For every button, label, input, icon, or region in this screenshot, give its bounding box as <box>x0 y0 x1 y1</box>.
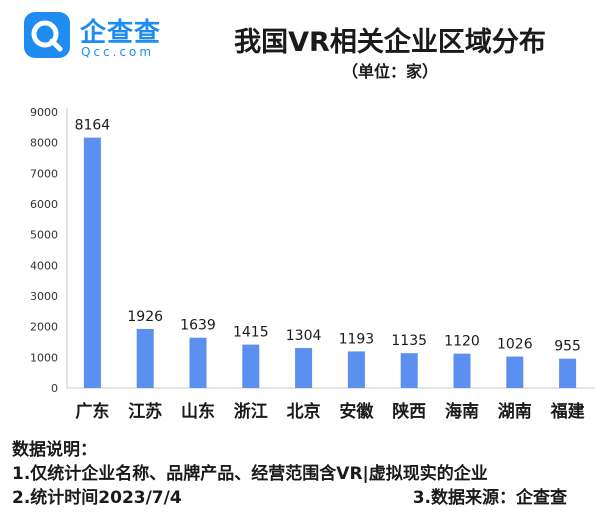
x-tick-label: 江苏 <box>128 401 162 422</box>
x-tick-label: 福建 <box>550 401 585 422</box>
y-tick-label: 8000 <box>30 137 58 150</box>
bar <box>295 348 313 388</box>
bar <box>83 137 101 388</box>
bar <box>347 351 365 388</box>
chart-title: 我国VR相关企业区域分布 <box>234 27 546 58</box>
bar <box>242 344 260 388</box>
notes-line-3: 3.数据来源：企查查 <box>412 488 567 508</box>
x-tick-label: 陕西 <box>392 401 426 422</box>
notes-line-1: 1.仅统计企业名称、品牌产品、经营范围含VR|虚拟现实的企业 <box>12 464 488 484</box>
y-tick-label: 4000 <box>30 259 58 272</box>
x-tick-label: 山东 <box>181 401 215 422</box>
data-label: 955 <box>554 339 581 355</box>
bar <box>136 328 154 388</box>
bar <box>453 353 471 388</box>
data-label: 1304 <box>286 328 322 344</box>
bar-chart: 0 1000 2000 3000 4000 5000 6000 7000 8000 9000 816… <box>30 106 595 422</box>
logo-domain: Qcc.com <box>81 45 155 59</box>
notes-heading: 数据说明： <box>12 440 97 460</box>
logo-name: 企查查 <box>80 18 162 48</box>
data-label: 1193 <box>339 331 375 347</box>
chart-subtitle: （单位：家） <box>341 62 438 81</box>
data-label: 8164 <box>75 118 111 134</box>
y-tick-label: 9000 <box>30 106 58 119</box>
notes-line-2: 2.统计时间2023/7/4 <box>12 488 182 508</box>
y-tick-label: 2000 <box>30 321 58 334</box>
qcc-logo-icon <box>24 12 70 58</box>
y-tick-label: 7000 <box>30 167 58 180</box>
data-label: 1120 <box>444 334 480 350</box>
bar <box>189 337 207 388</box>
x-tick-label: 安徽 <box>339 401 374 422</box>
bar <box>506 356 524 388</box>
x-tick-label: 广东 <box>75 401 109 422</box>
data-label: 1926 <box>127 309 163 325</box>
data-notes: 数据说明： 1.仅统计企业名称、品牌产品、经营范围含VR|虚拟现实的企业 2.统… <box>12 438 607 510</box>
data-label: 1026 <box>497 337 533 353</box>
y-tick-label: 6000 <box>30 198 58 211</box>
y-tick-label: 0 <box>51 382 58 395</box>
x-tick-label: 湖南 <box>498 401 532 422</box>
data-label: 1639 <box>180 318 216 334</box>
x-tick-label: 北京 <box>287 401 321 422</box>
data-label: 1135 <box>391 333 427 349</box>
y-tick-label: 3000 <box>30 290 58 303</box>
y-tick-label: 5000 <box>30 229 58 242</box>
bar <box>400 353 418 388</box>
x-tick-label: 浙江 <box>234 401 268 422</box>
data-label: 1415 <box>233 325 269 341</box>
logo: 企查查 Qcc.com <box>24 12 174 62</box>
x-tick-label: 海南 <box>445 401 479 422</box>
y-tick-label: 1000 <box>30 351 58 364</box>
bar <box>559 358 577 388</box>
